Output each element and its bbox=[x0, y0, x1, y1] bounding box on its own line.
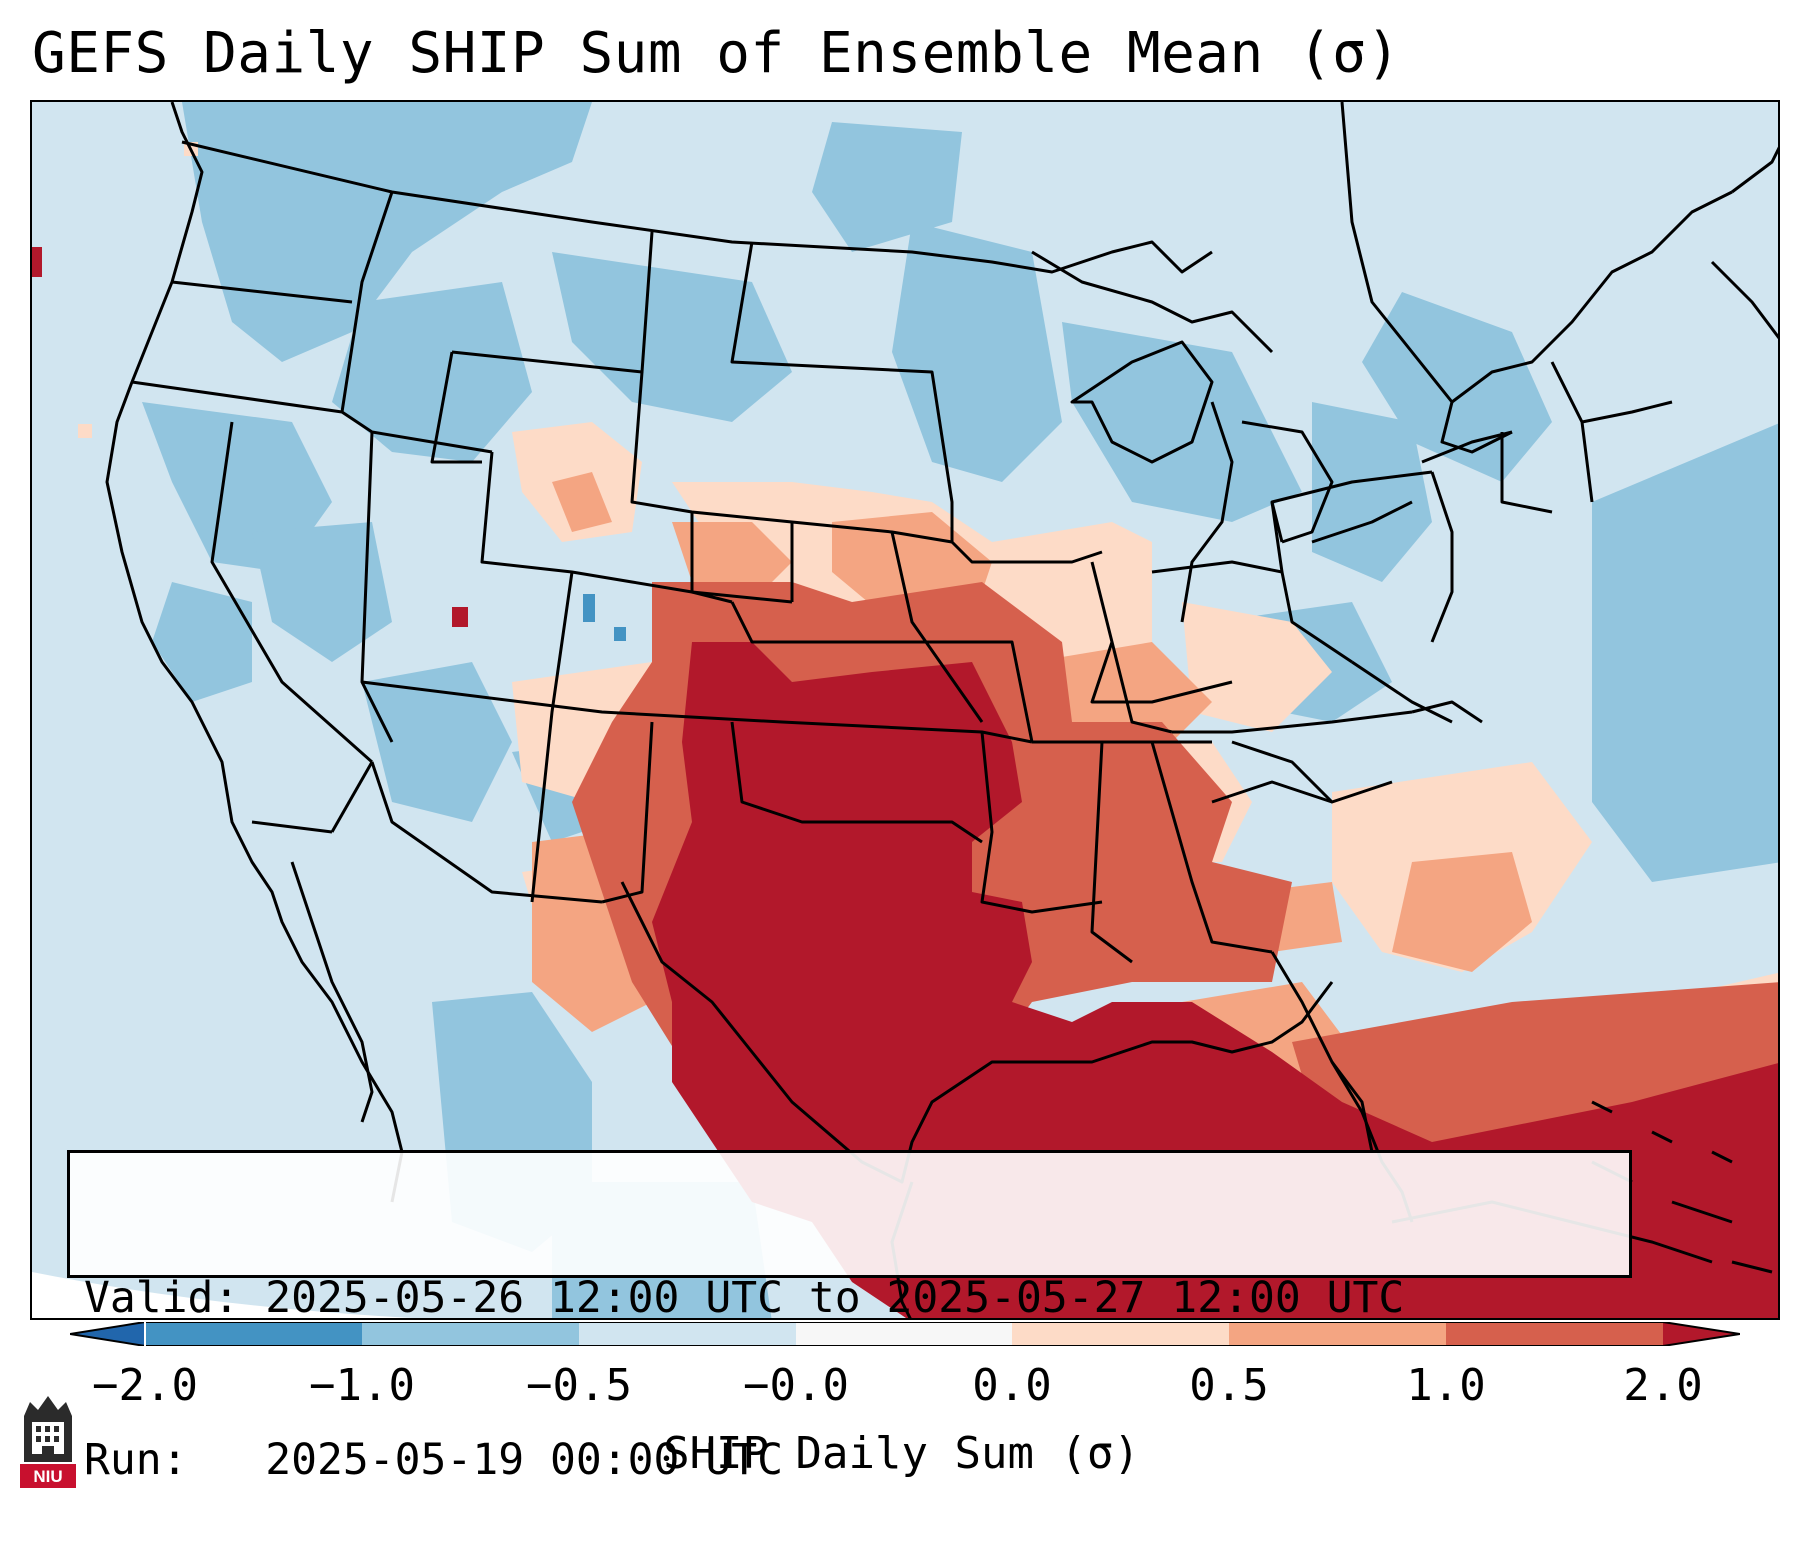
colorbar-cell bbox=[145, 1322, 362, 1346]
tick-label: −0.5 bbox=[526, 1360, 632, 1411]
colorbar-extend-high bbox=[1663, 1322, 1740, 1346]
tick-label: 1.0 bbox=[1406, 1360, 1486, 1411]
niu-logo: NIU bbox=[20, 1396, 76, 1488]
tick-label: −1.0 bbox=[309, 1360, 415, 1411]
colorbar-tick-labels: −2.0 −1.0 −0.5 −0.0 0.0 0.5 1.0 2.0 bbox=[0, 1360, 1803, 1420]
field-negative-strong bbox=[583, 594, 626, 641]
tick-label: 0.0 bbox=[972, 1360, 1052, 1411]
colorbar-cell bbox=[1446, 1322, 1663, 1346]
tick-label: 2.0 bbox=[1623, 1360, 1703, 1411]
map-panel bbox=[30, 100, 1780, 1320]
field-positive-extreme bbox=[32, 247, 1778, 1318]
colorbar-cell bbox=[796, 1322, 1012, 1346]
map-canvas bbox=[32, 102, 1778, 1318]
colorbar-cell bbox=[362, 1322, 579, 1346]
colorbar-cell bbox=[1229, 1322, 1446, 1346]
logo-text: NIU bbox=[33, 1467, 62, 1486]
colorbar-label: SHIP Daily Sum (σ) bbox=[663, 1428, 1140, 1479]
run-time-text: Run: 2025-05-19 00:00 UTC bbox=[84, 1435, 783, 1485]
valid-time-text: Valid: 2025-05-26 12:00 UTC to 2025-05-2… bbox=[84, 1273, 1405, 1323]
colorbar-extend-low bbox=[70, 1322, 145, 1346]
off-domain-area bbox=[32, 1272, 414, 1318]
logo-band bbox=[20, 1464, 76, 1488]
colorbar-cell bbox=[579, 1322, 796, 1346]
colorbar bbox=[70, 1322, 1740, 1346]
tick-label: 0.5 bbox=[1189, 1360, 1269, 1411]
validity-info-box: Valid: 2025-05-26 12:00 UTC to 2025-05-2… bbox=[67, 1150, 1632, 1485]
tick-label: −0.0 bbox=[743, 1360, 849, 1411]
tick-label: −2.0 bbox=[92, 1360, 198, 1411]
colorbar-cell bbox=[1012, 1322, 1229, 1346]
chart-title: GEFS Daily SHIP Sum of Ensemble Mean (σ) bbox=[32, 21, 1401, 86]
